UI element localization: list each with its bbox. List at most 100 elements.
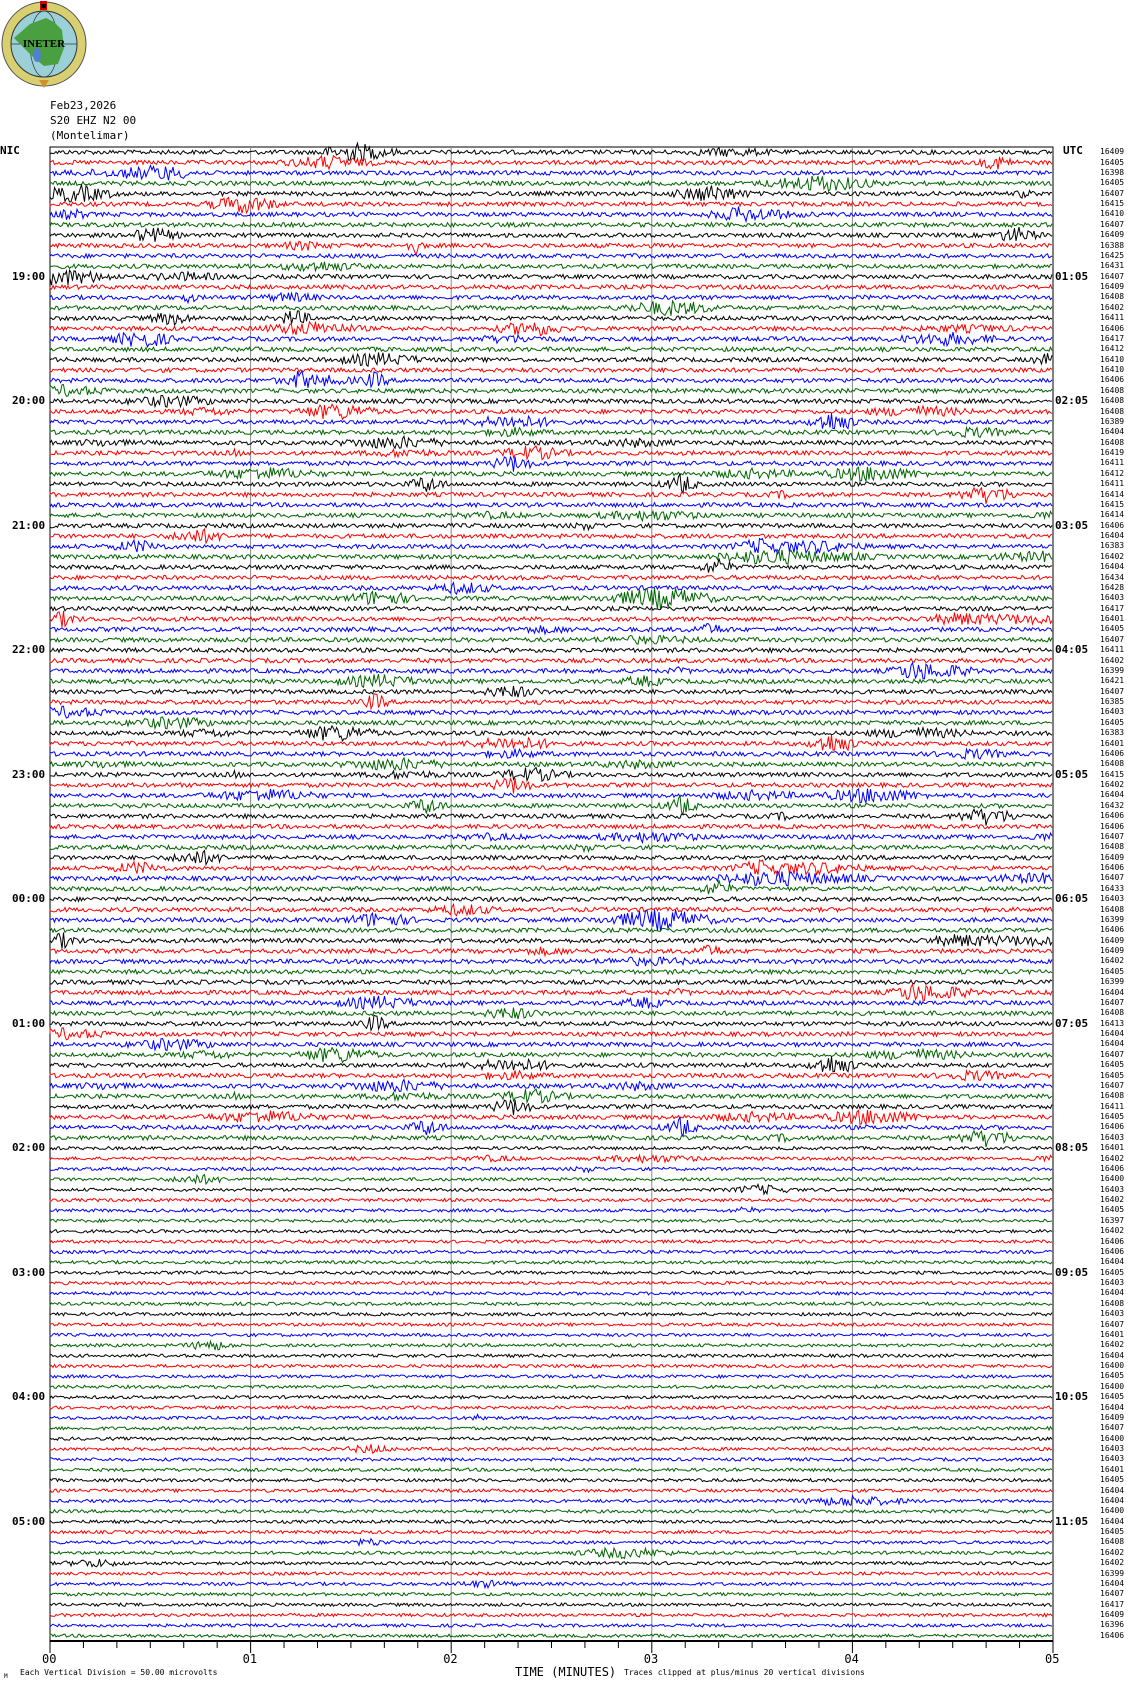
trace-value: 16408 <box>1100 759 1125 769</box>
trace-value: 16407 <box>1100 1080 1125 1090</box>
trace-value: 16401 <box>1100 1464 1125 1474</box>
trace-119 <box>49 1384 1053 1390</box>
trace-8 <box>49 226 1053 242</box>
trace-101 <box>49 1197 1053 1203</box>
trace-42 <box>49 581 1053 596</box>
trace-5 <box>49 196 1053 215</box>
trace-130 <box>49 1494 1053 1507</box>
trace-89 <box>49 1068 1053 1082</box>
trace-value: 16405 <box>1100 1060 1125 1070</box>
trace-value: 16407 <box>1100 686 1125 696</box>
x-tick-label: 02 <box>443 1652 458 1666</box>
left-hour-label: 05:00 <box>12 1514 46 1528</box>
trace-116 <box>49 1353 1053 1359</box>
right-hour-label: 03:05 <box>1055 518 1089 532</box>
trace-65 <box>49 823 1053 831</box>
trace-98 <box>49 1166 1053 1174</box>
logo-text: INETER <box>23 38 66 50</box>
trace-125 <box>49 1444 1053 1454</box>
trace-34 <box>49 501 1053 509</box>
trace-value: 16399 <box>1100 1568 1125 1578</box>
trace-54 <box>49 705 1053 719</box>
trace-123 <box>49 1425 1053 1432</box>
trace-value: 16407 <box>1100 634 1125 644</box>
trace-value: 16409 <box>1100 1412 1125 1422</box>
trace-value: 16404 <box>1100 427 1125 437</box>
trace-102 <box>49 1205 1053 1214</box>
station-label: S20 EHZ N2 00 <box>50 114 137 127</box>
trace-value: 16401 <box>1100 614 1125 624</box>
trace-value: 16406 <box>1100 1163 1125 1173</box>
trace-value: 16417 <box>1100 603 1125 613</box>
trace-10 <box>49 252 1053 260</box>
trace-value: 16404 <box>1100 1495 1125 1505</box>
trace-value: 16402 <box>1100 1153 1125 1163</box>
trace-value: 16406 <box>1100 863 1125 873</box>
left-hour-label: 22:00 <box>12 643 46 657</box>
trace-15 <box>49 299 1053 317</box>
trace-value: 16407 <box>1100 1049 1125 1059</box>
trace-value: 16396 <box>1100 1620 1125 1630</box>
right-hour-label: 10:05 <box>1055 1390 1089 1404</box>
trace-value: 16404 <box>1100 1039 1125 1049</box>
trace-value: 16411 <box>1100 479 1125 489</box>
trace-value: 16408 <box>1100 842 1125 852</box>
trace-value: 16403 <box>1100 1309 1125 1319</box>
trace-value: 16408 <box>1100 1008 1125 1018</box>
trace-24 <box>49 394 1053 409</box>
ineter-logo: INETER <box>1 1 87 88</box>
trace-value: 16428 <box>1100 582 1125 592</box>
trace-value: 16383 <box>1100 728 1125 738</box>
trace-143 <box>49 1633 1053 1639</box>
trace-73 <box>49 902 1053 917</box>
corner-mark: M <box>4 1673 8 1680</box>
trace-93 <box>49 1109 1053 1127</box>
trace-value: 16405 <box>1100 1267 1125 1277</box>
trace-value: 16404 <box>1100 531 1125 541</box>
trace-value: 16402 <box>1100 1226 1125 1236</box>
trace-75 <box>49 926 1053 934</box>
trace-52 <box>49 685 1053 698</box>
trace-26 <box>49 413 1052 430</box>
trace-105 <box>49 1238 1053 1245</box>
trace-value: 16404 <box>1100 790 1125 800</box>
trace-value: 16402 <box>1100 655 1125 665</box>
trace-value: 16411 <box>1100 1101 1125 1111</box>
trace-35 <box>49 509 1053 523</box>
trace-21 <box>49 366 1053 374</box>
right-hour-label: 09:05 <box>1055 1265 1089 1279</box>
right-hour-label: 11:05 <box>1055 1514 1089 1528</box>
trace-113 <box>49 1321 1053 1328</box>
trace-29 <box>49 444 1053 461</box>
trace-109 <box>49 1280 1053 1286</box>
trace-90 <box>49 1078 1053 1093</box>
trace-value: 16405 <box>1100 1371 1125 1381</box>
trace-value: 16402 <box>1100 1558 1125 1568</box>
trace-value: 16403 <box>1100 1278 1125 1288</box>
right-hour-label: 04:05 <box>1055 643 1089 657</box>
trace-69 <box>49 859 1053 877</box>
trace-value: 16410 <box>1100 365 1125 375</box>
trace-81 <box>49 982 1053 1002</box>
trace-value: 16404 <box>1100 1516 1125 1526</box>
trace-value: 16403 <box>1100 1444 1125 1454</box>
date-label: Feb23,2026 <box>50 99 117 112</box>
x-tick-label: 01 <box>242 1652 258 1666</box>
trace-32 <box>49 472 1053 495</box>
trace-value: 16407 <box>1100 1589 1125 1599</box>
trace-value: 16406 <box>1100 1246 1125 1256</box>
trace-57 <box>49 734 1053 752</box>
trace-33 <box>49 486 1053 504</box>
trace-value: 16406 <box>1100 925 1125 935</box>
trace-value: 16405 <box>1100 1392 1125 1402</box>
trace-value: 16409 <box>1100 935 1125 945</box>
trace-39 <box>49 548 1053 565</box>
trace-107 <box>49 1259 1053 1265</box>
left-hour-label: 03:00 <box>12 1265 46 1279</box>
trace-43 <box>49 587 1053 610</box>
trace-value: 16409 <box>1100 282 1125 292</box>
trace-77 <box>49 944 1053 958</box>
left-hour-label: 02:00 <box>12 1141 46 1155</box>
trace-value: 16410 <box>1100 354 1125 364</box>
trace-value: 16404 <box>1100 987 1125 997</box>
